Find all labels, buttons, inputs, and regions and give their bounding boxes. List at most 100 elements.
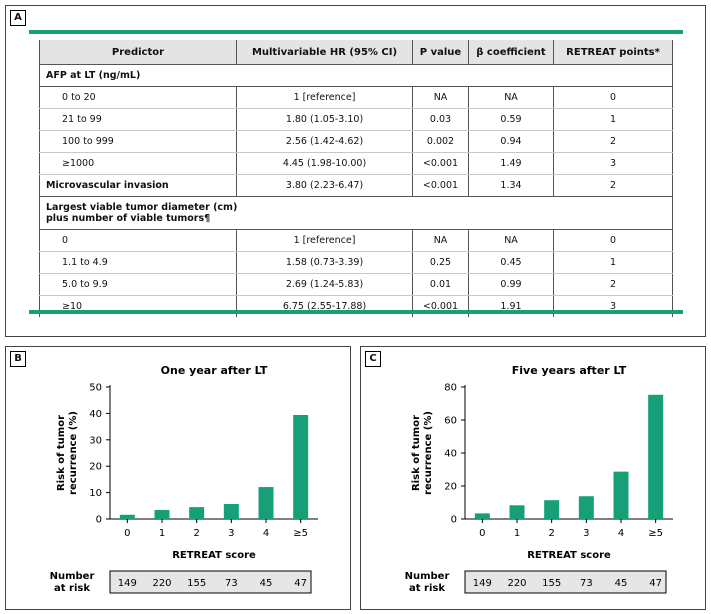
at-risk-label: Number — [50, 571, 95, 582]
cell-p-value: <0.001 — [412, 174, 469, 197]
cell-beta: NA — [468, 86, 554, 109]
y-tick-label: 0 — [96, 515, 102, 526]
section-heading-text-2: plus number of viable tumors¶ — [46, 213, 211, 224]
x-axis-label: RETREAT score — [172, 550, 256, 561]
x-tick-label: 1 — [514, 528, 520, 539]
cell-p-value: 0.25 — [412, 251, 469, 274]
y-tick-label: 40 — [89, 409, 102, 420]
table-row: AFP at LT (ng/mL) — [39, 64, 673, 87]
cell-hr: 2.56 (1.42-4.62) — [236, 130, 413, 153]
at-risk-count: 47 — [294, 578, 307, 589]
x-tick-label: 4 — [263, 528, 269, 539]
cell-points: 0 — [553, 229, 673, 252]
chart-five-years: Five years after LT 0 20 40 60 80 Risk of tumo… — [405, 364, 673, 594]
panel-b: B One year after LT 0 10 20 30 40 50 Risk of tu… — [5, 346, 351, 610]
cell-predictor: 100 to 999 — [39, 130, 237, 153]
chart-title: One year after LT — [161, 364, 268, 377]
x-tick-label: 1 — [159, 528, 165, 539]
table-row: 1.1 to 4.9 1.58 (0.73-3.39) 0.25 0.45 1 — [39, 251, 673, 274]
x-tick-label: 3 — [228, 528, 234, 539]
cell-p-value: 0.002 — [412, 130, 469, 153]
cell-hr: 1.80 (1.05-3.10) — [236, 108, 413, 131]
y-tick-label: 20 — [444, 482, 457, 493]
table-bottom-rule — [29, 310, 683, 314]
cell-predictor: 0 — [39, 229, 237, 252]
panel-b-label: B — [10, 351, 26, 367]
y-tick-label: 50 — [89, 383, 102, 394]
bar — [474, 513, 490, 519]
at-risk-count: 45 — [260, 578, 273, 589]
bar — [613, 471, 629, 519]
x-axis-label: RETREAT score — [527, 550, 611, 561]
panel-c-label: C — [365, 351, 381, 367]
y-axis-label-line-2: recurrence (%) — [68, 411, 79, 495]
bar — [223, 503, 239, 519]
table-header-row: Predictor Multivariable HR (95% CI) P va… — [39, 40, 673, 65]
cell-beta: NA — [468, 229, 554, 252]
bar — [648, 394, 664, 519]
cell-beta: 0.45 — [468, 251, 554, 274]
bar — [154, 510, 170, 519]
x-tick-label: 4 — [618, 528, 624, 539]
table-row: 21 to 99 1.80 (1.05-3.10) 0.03 0.59 1 — [39, 108, 673, 131]
at-risk-label: Number — [405, 571, 450, 582]
section-heading: Largest viable tumor diameter (cm) plus n… — [39, 196, 673, 230]
chart-title: Five years after LT — [512, 364, 627, 377]
cell-p-value: NA — [412, 229, 469, 252]
bar — [119, 514, 135, 519]
table-row: 100 to 999 2.56 (1.42-4.62) 0.002 0.94 2 — [39, 130, 673, 153]
y-tick-label: 80 — [444, 383, 457, 394]
at-risk-count: 73 — [225, 578, 238, 589]
y-tick-label: 60 — [444, 416, 457, 427]
cell-beta: 0.94 — [468, 130, 554, 153]
cell-predictor: 1.1 to 4.9 — [39, 251, 237, 274]
table-row: ≥1000 4.45 (1.98-10.00) <0.001 1.49 3 — [39, 152, 673, 175]
section-heading-text: Largest viable tumor diameter (cm) — [46, 202, 238, 213]
panel-a: A Predictor Multivariable HR (95% CI) P … — [5, 5, 706, 337]
at-risk-label-2: at risk — [54, 583, 90, 594]
header-points: RETREAT points* — [553, 40, 673, 65]
at-risk-count: 220 — [152, 578, 171, 589]
y-axis-label-line-1: Risk of tumor — [411, 415, 422, 491]
cell-beta: 0.59 — [468, 108, 554, 131]
cell-points: 1 — [553, 251, 673, 274]
table-row: 0 to 20 1 [reference] NA NA 0 — [39, 86, 673, 109]
x-tick-label: 2 — [548, 528, 554, 539]
hazard-ratio-table: Predictor Multivariable HR (95% CI) P va… — [39, 40, 673, 317]
cell-hr: 1.58 (0.73-3.39) — [236, 251, 413, 274]
bar — [293, 414, 309, 519]
y-tick-label: 40 — [444, 449, 457, 460]
cell-hr: 2.69 (1.24-5.83) — [236, 273, 413, 296]
cell-p-value: NA — [412, 86, 469, 109]
bar — [509, 505, 525, 519]
cell-p-value: 0.03 — [412, 108, 469, 131]
at-risk-box — [109, 570, 312, 594]
at-risk-count: 73 — [580, 578, 593, 589]
section-heading: AFP at LT (ng/mL) — [39, 64, 673, 87]
at-risk-count: 155 — [542, 578, 561, 589]
cell-points: 3 — [553, 152, 673, 175]
y-axis-label: Risk of tumorrecurrence (%) — [56, 411, 79, 495]
bar — [544, 500, 560, 519]
cell-p-value: <0.001 — [412, 152, 469, 175]
table-body: AFP at LT (ng/mL) 0 to 20 1 [reference] NA N… — [39, 64, 673, 317]
cell-beta: 1.34 — [468, 174, 554, 197]
cell-points: 1 — [553, 108, 673, 131]
y-tick-label: 10 — [89, 488, 102, 499]
panel-a-label: A — [10, 10, 26, 26]
x-tick-label: 0 — [479, 528, 485, 539]
at-risk-label-2: at risk — [409, 583, 445, 594]
section-heading-text: AFP at LT (ng/mL) — [46, 70, 141, 81]
header-predictor: Predictor — [39, 40, 237, 65]
x-tick-label: ≥5 — [293, 528, 308, 539]
cell-beta: 0.99 — [468, 273, 554, 296]
table-row: 5.0 to 9.9 2.69 (1.24-5.83) 0.01 0.99 2 — [39, 273, 673, 296]
table-row: Largest viable tumor diameter (cm) plus n… — [39, 196, 673, 230]
at-risk-count: 149 — [118, 578, 137, 589]
cell-predictor: 21 to 99 — [39, 108, 237, 131]
at-risk-box — [464, 570, 667, 594]
at-risk-count: 47 — [649, 578, 662, 589]
cell-hr: 3.80 (2.23-6.47) — [236, 174, 413, 197]
cell-predictor: Microvascular invasion — [39, 174, 237, 197]
